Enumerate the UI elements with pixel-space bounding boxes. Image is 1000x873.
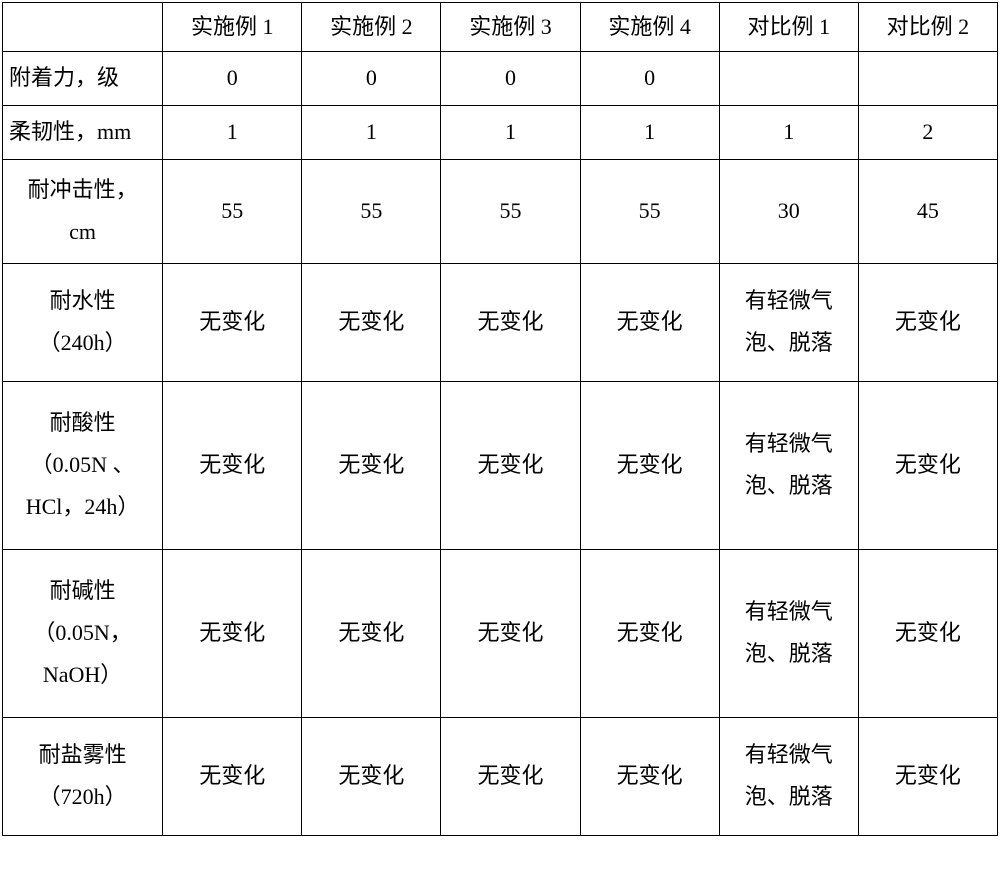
cell: 有轻微气泡、脱落	[719, 549, 858, 717]
cell: 无变化	[858, 381, 997, 549]
table-row: 耐酸性（0.05N 、HCl，24h） 无变化 无变化 无变化 无变化 有轻微气…	[3, 381, 998, 549]
cell: 1	[441, 105, 580, 159]
cell: 有轻微气泡、脱落	[719, 263, 858, 381]
cell: 30	[719, 159, 858, 263]
cell	[719, 51, 858, 105]
row-label-2: 耐冲击性，cm	[3, 159, 163, 263]
cell: 1	[163, 105, 302, 159]
cell: 无变化	[302, 263, 441, 381]
cell: 无变化	[302, 381, 441, 549]
header-blank	[3, 3, 163, 52]
row-label-1: 柔韧性，mm	[3, 105, 163, 159]
cell: 无变化	[441, 549, 580, 717]
row-label-0: 附着力，级	[3, 51, 163, 105]
cell: 1	[719, 105, 858, 159]
header-col-2: 实施例 2	[302, 3, 441, 52]
cell: 55	[163, 159, 302, 263]
table-header-row: 实施例 1 实施例 2 实施例 3 实施例 4 对比例 1 对比例 2	[3, 3, 998, 52]
cell: 0	[163, 51, 302, 105]
cell: 无变化	[441, 381, 580, 549]
cell: 无变化	[441, 717, 580, 835]
cell: 55	[580, 159, 719, 263]
row-label-4: 耐酸性（0.05N 、HCl，24h）	[3, 381, 163, 549]
table-row: 耐冲击性，cm 55 55 55 55 30 45	[3, 159, 998, 263]
row-label-3: 耐水性（240h）	[3, 263, 163, 381]
cell: 无变化	[163, 263, 302, 381]
cell: 无变化	[302, 549, 441, 717]
cell: 1	[580, 105, 719, 159]
cell: 有轻微气泡、脱落	[719, 717, 858, 835]
cell: 无变化	[580, 549, 719, 717]
header-col-4: 实施例 4	[580, 3, 719, 52]
cell: 无变化	[580, 381, 719, 549]
cell: 无变化	[441, 263, 580, 381]
row-label-6: 耐盐雾性（720h）	[3, 717, 163, 835]
cell: 0	[441, 51, 580, 105]
cell: 有轻微气泡、脱落	[719, 381, 858, 549]
cell: 无变化	[163, 549, 302, 717]
cell: 55	[441, 159, 580, 263]
table-row: 耐水性（240h） 无变化 无变化 无变化 无变化 有轻微气泡、脱落 无变化	[3, 263, 998, 381]
cell: 0	[580, 51, 719, 105]
cell: 无变化	[580, 717, 719, 835]
table-row: 耐盐雾性（720h） 无变化 无变化 无变化 无变化 有轻微气泡、脱落 无变化	[3, 717, 998, 835]
header-col-5: 对比例 1	[719, 3, 858, 52]
cell: 无变化	[858, 717, 997, 835]
cell: 45	[858, 159, 997, 263]
cell: 无变化	[580, 263, 719, 381]
cell: 无变化	[302, 717, 441, 835]
header-col-6: 对比例 2	[858, 3, 997, 52]
cell: 0	[302, 51, 441, 105]
data-table: 实施例 1 实施例 2 实施例 3 实施例 4 对比例 1 对比例 2 附着力，…	[2, 2, 998, 836]
cell: 无变化	[858, 549, 997, 717]
header-col-3: 实施例 3	[441, 3, 580, 52]
cell: 2	[858, 105, 997, 159]
table-row: 柔韧性，mm 1 1 1 1 1 2	[3, 105, 998, 159]
table-row: 附着力，级 0 0 0 0	[3, 51, 998, 105]
cell: 55	[302, 159, 441, 263]
table-row: 耐碱性（0.05N，NaOH） 无变化 无变化 无变化 无变化 有轻微气泡、脱落…	[3, 549, 998, 717]
cell	[858, 51, 997, 105]
cell: 无变化	[163, 717, 302, 835]
header-col-1: 实施例 1	[163, 3, 302, 52]
row-label-5: 耐碱性（0.05N，NaOH）	[3, 549, 163, 717]
cell: 无变化	[163, 381, 302, 549]
cell: 无变化	[858, 263, 997, 381]
cell: 1	[302, 105, 441, 159]
